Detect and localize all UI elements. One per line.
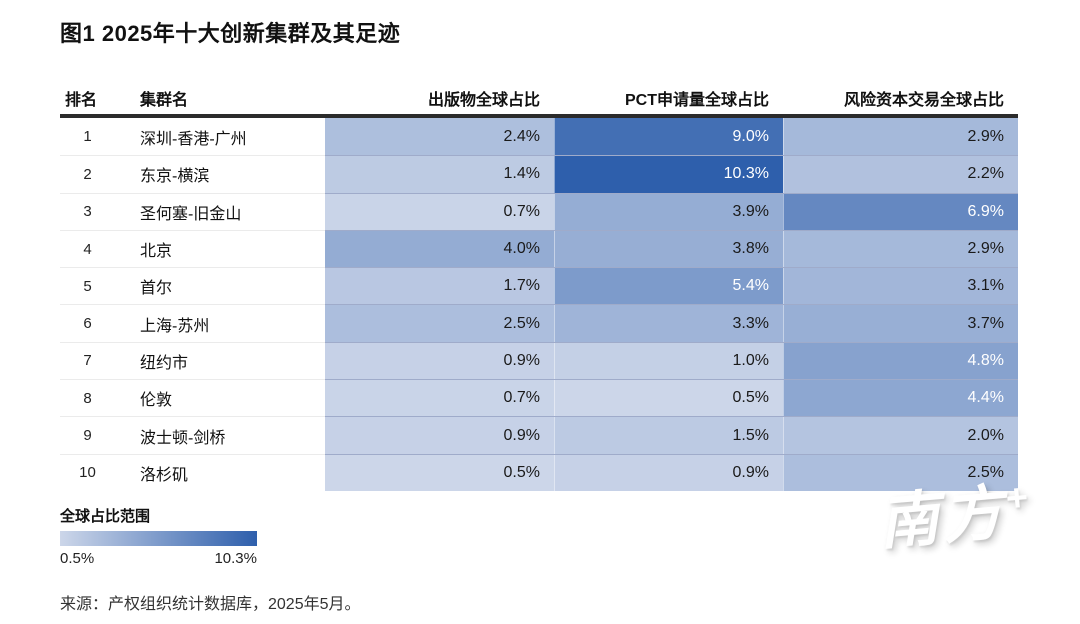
header-separator-line xyxy=(60,114,1018,118)
table-rows: 1 深圳-香港-广州 2.4% 9.0% 2.9% 2 东京-横滨 1.4% 1… xyxy=(60,118,1018,491)
pct-share-cell: 3.8% xyxy=(554,229,783,268)
source-note: 来源：产权组织统计数据库，2025年5月。 xyxy=(60,596,361,613)
rank-cell: 4 xyxy=(60,229,115,267)
pct-share-cell: 1.5% xyxy=(554,416,783,454)
publications-share-cell: 0.7% xyxy=(325,379,554,417)
cluster-name-cell: 首尔 xyxy=(115,267,325,304)
pct-share-cell: 9.0% xyxy=(554,118,783,156)
table-row: 2 东京-横滨 1.4% 10.3% 2.2% xyxy=(60,155,1018,193)
rank-cell: 1 xyxy=(83,128,92,146)
cluster-name-cell: 纽约市 xyxy=(115,341,325,379)
table-row: 1 深圳-香港-广州 2.4% 9.0% 2.9% xyxy=(60,118,1018,156)
table-row: 4 北京 4.0% 3.8% 2.9% xyxy=(60,229,1018,268)
legend-min-label: 0.5% xyxy=(60,550,95,567)
publications-share-cell: 0.9% xyxy=(325,416,554,454)
cluster-name-cell: 北京 xyxy=(115,229,325,267)
pct-share-cell: 0.9% xyxy=(554,453,783,491)
legend-title: 全球占比范围 xyxy=(60,508,151,525)
cluster-name-cell: 洛杉矶 xyxy=(115,453,325,491)
header-publications-share: 出版物全球占比 xyxy=(427,92,540,109)
publications-share-cell: 0.5% xyxy=(325,453,554,491)
rank-cell: 9 xyxy=(60,416,115,453)
vc-share-cell: 6.9% xyxy=(783,192,1018,230)
rank-cell: 5 xyxy=(60,267,115,304)
figure-title: 图1 2025年十大创新集群及其足迹 xyxy=(60,21,401,46)
table-row: 6 上海-苏州 2.5% 3.3% 3.7% xyxy=(60,304,1018,342)
publications-share-cell: 2.5% xyxy=(325,304,554,342)
vc-share-cell: 2.0% xyxy=(783,416,1018,454)
legend-gradient-bar xyxy=(60,531,257,546)
cluster-name-cell: 波士顿-剑桥 xyxy=(115,416,325,453)
vc-share-cell: 4.8% xyxy=(783,341,1018,380)
publications-share-cell: 0.7% xyxy=(325,192,554,230)
vc-share-cell: 3.1% xyxy=(783,267,1018,305)
vc-share-cell: 2.9% xyxy=(783,118,1018,156)
publications-share-cell: 2.4% xyxy=(325,118,554,156)
header-cluster-name: 集群名 xyxy=(140,92,189,109)
pct-share-cell: 1.0% xyxy=(554,341,783,380)
cluster-name-cell: 上海-苏州 xyxy=(115,304,325,341)
table-header-row: 排名 集群名 出版物全球占比 PCT申请量全球占比 风险资本交易全球占比 xyxy=(60,76,1018,114)
rank-cell: 7 xyxy=(60,341,115,379)
table-row: 9 波士顿-剑桥 0.9% 1.5% 2.0% xyxy=(60,416,1018,454)
rank-cell: 8 xyxy=(60,379,115,416)
pct-share-cell: 3.3% xyxy=(554,304,783,342)
table-row: 8 伦敦 0.7% 0.5% 4.4% xyxy=(60,379,1018,417)
header-vc-share: 风险资本交易全球占比 xyxy=(843,92,1004,109)
rank-cell: 6 xyxy=(60,304,115,341)
vc-share-cell: 2.5% xyxy=(783,453,1018,491)
cluster-name-cell: 深圳-香港-广州 xyxy=(140,130,247,148)
table-row: 3 圣何塞-旧金山 0.7% 3.9% 6.9% xyxy=(60,192,1018,230)
table-row: 7 纽约市 0.9% 1.0% 4.8% xyxy=(60,341,1018,380)
publications-share-cell: 1.4% xyxy=(325,155,554,193)
legend-max-label: 10.3% xyxy=(214,550,257,567)
cluster-name-cell: 东京-横滨 xyxy=(115,155,325,192)
rank-cell: 3 xyxy=(60,192,115,230)
rank-cell: 2 xyxy=(60,155,115,192)
vc-share-cell: 2.9% xyxy=(783,229,1018,268)
publications-share-cell: 0.9% xyxy=(325,341,554,380)
pct-share-cell: 0.5% xyxy=(554,379,783,417)
publications-share-cell: 4.0% xyxy=(325,229,554,268)
vc-share-cell: 3.7% xyxy=(783,304,1018,342)
rank-cell: 10 xyxy=(60,453,115,491)
table-row: 10 洛杉矶 0.5% 0.9% 2.5% xyxy=(60,453,1018,491)
clusters-table: 排名 集群名 出版物全球占比 PCT申请量全球占比 风险资本交易全球占比 1 深… xyxy=(60,76,1018,491)
pct-share-cell: 5.4% xyxy=(554,267,783,305)
cluster-name-cell: 伦敦 xyxy=(115,379,325,416)
pct-share-cell: 3.9% xyxy=(554,192,783,230)
vc-share-cell: 4.4% xyxy=(783,379,1018,417)
header-rank: 排名 xyxy=(65,92,98,109)
header-pct-share: PCT申请量全球占比 xyxy=(624,92,769,109)
pct-share-cell: 10.3% xyxy=(554,155,783,193)
vc-share-cell: 2.2% xyxy=(783,155,1018,193)
cluster-name-cell: 圣何塞-旧金山 xyxy=(115,192,325,230)
legend-labels: 0.5% 10.3% xyxy=(60,550,257,567)
table-row: 5 首尔 1.7% 5.4% 3.1% xyxy=(60,267,1018,305)
publications-share-cell: 1.7% xyxy=(325,267,554,305)
